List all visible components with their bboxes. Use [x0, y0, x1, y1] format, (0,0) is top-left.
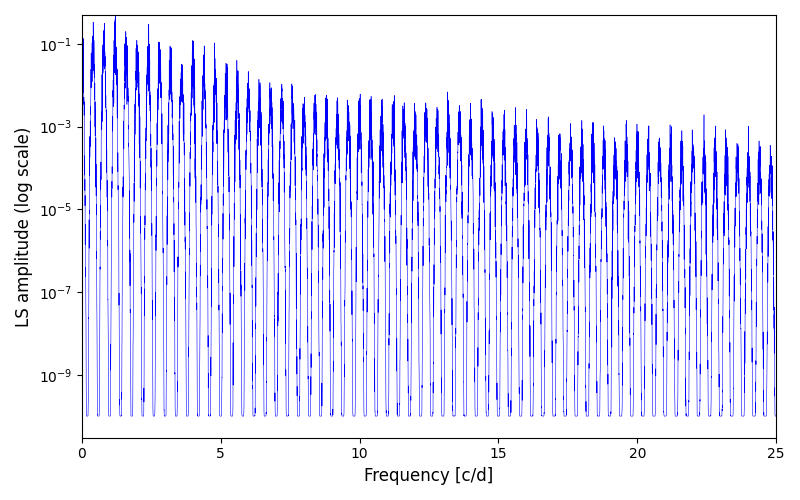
X-axis label: Frequency [c/d]: Frequency [c/d] — [364, 467, 494, 485]
Y-axis label: LS amplitude (log scale): LS amplitude (log scale) — [15, 126, 33, 326]
